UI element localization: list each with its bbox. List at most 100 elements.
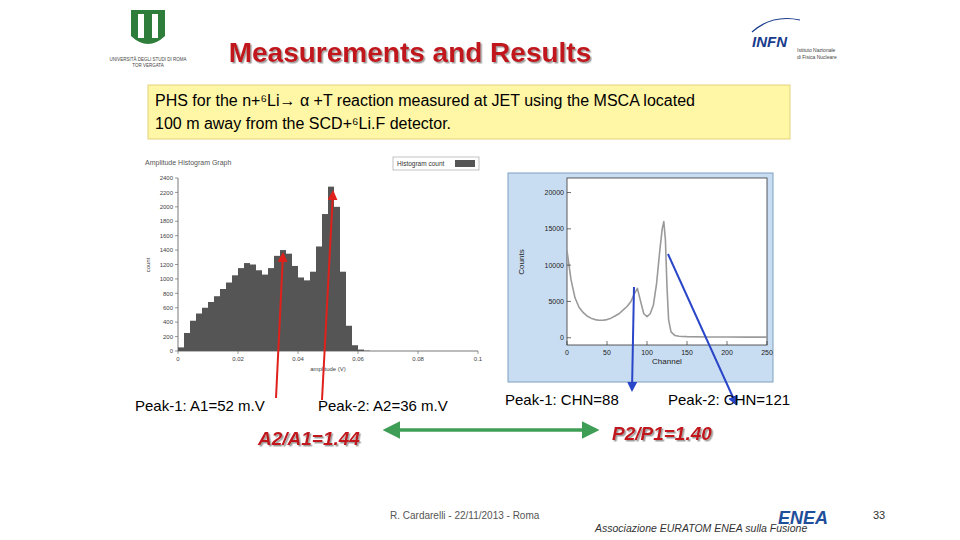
histogram-bar: [184, 333, 190, 351]
histogram-bar: [256, 270, 262, 351]
y-tick-label: 1400: [160, 247, 174, 253]
footer-logo: ENEA: [778, 508, 828, 528]
histogram-bar: [208, 302, 214, 351]
ratio-label: P2/P1=1.40: [612, 423, 712, 444]
slide: UNIVERSITÀ DEGLI STUDI DI ROMATOR VERGAT…: [0, 0, 960, 540]
x-tick-label: 200: [721, 349, 733, 356]
x-tick: [647, 341, 648, 345]
y-tick: [175, 264, 178, 265]
y-tick-label: 1000: [160, 276, 174, 282]
histogram-bar: [352, 345, 358, 351]
x-axis-label: Channel: [652, 357, 682, 366]
y-tick-label: 1200: [160, 262, 174, 268]
x-tick-label: 0: [565, 349, 569, 356]
x-axis: [178, 351, 478, 352]
peak-label: Peak-2: A2=36 m.V: [318, 397, 448, 414]
y-tick-label: 5000: [548, 298, 564, 305]
y-tick: [175, 250, 178, 251]
y-tick-label: 0: [170, 348, 174, 354]
histogram-bar: [292, 266, 298, 351]
data-line: [567, 222, 767, 338]
logo-right: INFN Istituto Nazionaledi Fisica Nucleare: [752, 19, 837, 61]
y-tick: [175, 221, 178, 222]
y-tick-label: 2400: [160, 175, 174, 181]
x-tick: [178, 351, 179, 354]
histogram-bar: [268, 268, 274, 351]
x-tick: [687, 341, 688, 345]
peak-label: Peak-1: CHN=88: [505, 391, 619, 408]
x-tick: [478, 351, 479, 354]
footer-association: Associazione EURATOM ENEA sulla Fusione: [594, 522, 807, 534]
x-tick: [418, 351, 419, 354]
logo-text: Istituto Nazionale: [797, 47, 836, 53]
y-tick: [175, 307, 178, 308]
x-tick-label: 0.06: [352, 356, 364, 362]
y-tick-label: 0: [560, 334, 564, 341]
x-tick-label: 0.1: [474, 356, 483, 362]
y-tick-label: 800: [163, 291, 174, 297]
histogram-bar: [226, 283, 232, 351]
logo-tower: [152, 14, 158, 38]
y-tick: [175, 278, 178, 279]
x-tick-label: 50: [603, 349, 611, 356]
x-tick-label: 0: [176, 356, 180, 362]
histogram-bar: [178, 347, 184, 351]
logo-text: di Fisica Nucleare: [797, 54, 837, 60]
histogram-bar: [250, 265, 256, 352]
histogram-bar: [202, 308, 208, 351]
x-tick: [767, 341, 768, 345]
histogram-bar: [214, 296, 220, 351]
x-tick: [238, 351, 239, 354]
x-axis-label: amplitude (V): [310, 366, 346, 372]
histogram-bar: [238, 268, 244, 351]
histogram-bar: [298, 277, 304, 351]
legend-swatch: [455, 160, 475, 167]
x-tick-label: 100: [641, 349, 653, 356]
x-tick-label: 150: [681, 349, 693, 356]
caption-line: 100 m away from the SCD+⁶Li.F detector.: [155, 115, 451, 132]
x-tick: [358, 351, 359, 354]
logo-text: INFN: [752, 33, 788, 50]
caption-box: [148, 85, 790, 139]
histogram-chart: Amplitude Histogram GraphHistogram count…: [145, 157, 483, 372]
histogram-bar: [244, 263, 250, 351]
y-tick-label: 600: [163, 305, 174, 311]
histogram-bar: [220, 289, 226, 351]
comparison-arrow: [386, 428, 596, 432]
footer-author: R. Cardarelli - 22/11/2013 - Roma: [390, 510, 540, 521]
y-tick: [567, 228, 571, 229]
lines: [567, 222, 767, 338]
y-tick: [175, 206, 178, 207]
y-tick: [175, 322, 178, 323]
histogram-bar: [340, 272, 346, 351]
caption-line: PHS for the n+⁶Li→ α +T reaction measure…: [155, 92, 695, 109]
peak-label: Peak-2: CHN=121: [668, 391, 790, 408]
chart-panel: [508, 173, 773, 382]
y-tick: [567, 301, 571, 302]
logo-text: TOR VERGATA: [132, 63, 164, 68]
y-axis-label: Counts: [517, 249, 526, 274]
line-chart: 05000100001500020000050100150200250Chann…: [508, 173, 773, 382]
y-tick-label: 20000: [545, 189, 565, 196]
y-tick-label: 2200: [160, 190, 174, 196]
x-tick-label: 0.02: [232, 356, 244, 362]
histogram-bar: [310, 272, 316, 351]
y-tick: [175, 336, 178, 337]
histogram-bar: [304, 280, 310, 351]
logo-tower: [138, 14, 144, 38]
histogram-bar: [334, 207, 340, 351]
annotation-arrow: [276, 254, 283, 398]
y-tick-label: 1800: [160, 218, 174, 224]
x-tick: [727, 341, 728, 345]
logo-arc: [752, 19, 800, 33]
legend-label: Histogram count: [397, 160, 445, 168]
y-tick-label: 200: [163, 334, 174, 340]
x-tick-label: 250: [761, 349, 773, 356]
histogram-bar: [286, 254, 292, 351]
histogram-bar: [262, 275, 268, 351]
y-tick: [567, 265, 571, 266]
annotation-arrow: [668, 254, 736, 404]
y-axis-label: count: [145, 257, 151, 272]
x-tick: [567, 341, 568, 345]
logo-text: UNIVERSITÀ DEGLI STUDI DI ROMA: [109, 56, 186, 62]
